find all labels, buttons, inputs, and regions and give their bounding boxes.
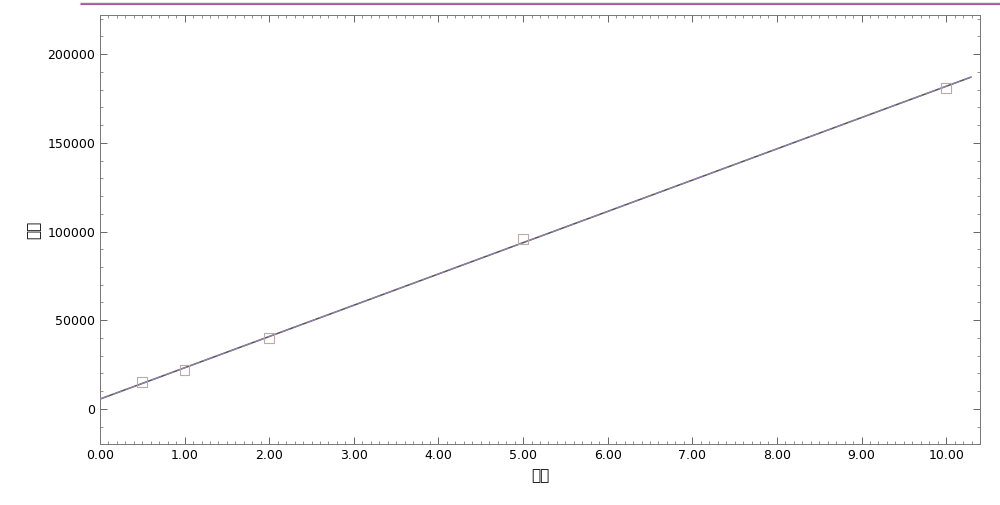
X-axis label: 含量: 含量 [531, 468, 549, 483]
Y-axis label: 面积: 面积 [27, 221, 42, 239]
Point [938, 84, 954, 92]
Point [515, 235, 531, 243]
Point [261, 334, 277, 342]
Point [177, 366, 193, 374]
Point [134, 378, 150, 386]
